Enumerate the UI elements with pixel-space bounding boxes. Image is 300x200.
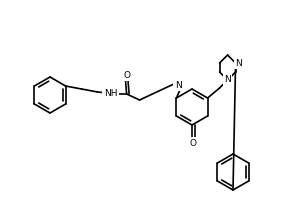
Text: O: O	[190, 138, 196, 148]
Text: O: O	[123, 71, 130, 79]
Text: N: N	[175, 80, 182, 90]
Text: N: N	[224, 75, 231, 84]
Text: N: N	[235, 58, 242, 68]
Text: NH: NH	[104, 90, 117, 98]
